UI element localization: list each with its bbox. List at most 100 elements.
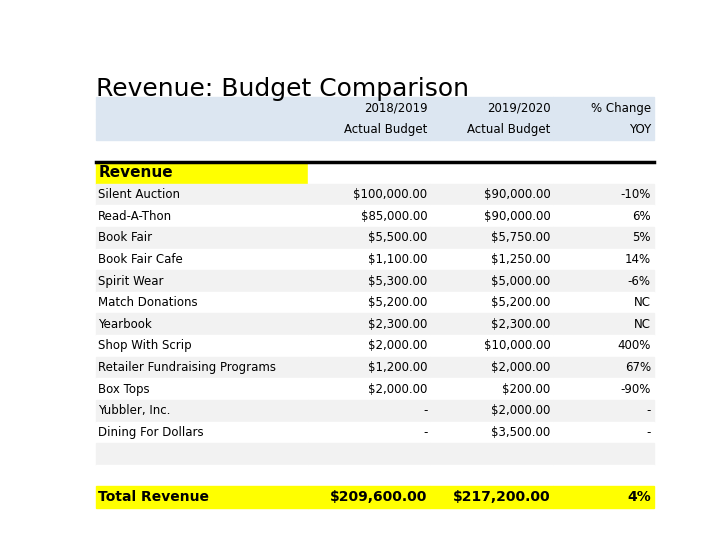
- Bar: [307, 184, 431, 205]
- Bar: [96, 465, 307, 487]
- Text: $209,600.00: $209,600.00: [330, 490, 428, 504]
- Text: $2,000.00: $2,000.00: [491, 404, 550, 417]
- Bar: [96, 97, 307, 119]
- Text: $2,000.00: $2,000.00: [368, 383, 428, 396]
- Text: $5,200.00: $5,200.00: [491, 296, 550, 309]
- Bar: [553, 119, 654, 140]
- Text: $1,250.00: $1,250.00: [491, 253, 550, 266]
- Text: 14%: 14%: [625, 253, 651, 266]
- Bar: [431, 465, 553, 487]
- Bar: [553, 184, 654, 205]
- Bar: [553, 335, 654, 357]
- Text: -: -: [423, 426, 428, 439]
- Text: Yearbook: Yearbook: [99, 318, 152, 331]
- Text: Total Revenue: Total Revenue: [99, 490, 210, 504]
- Bar: [431, 270, 553, 292]
- Bar: [431, 357, 553, 379]
- Bar: [431, 184, 553, 205]
- Text: Dining For Dollars: Dining For Dollars: [99, 426, 204, 439]
- Text: $2,300.00: $2,300.00: [368, 318, 428, 331]
- Text: $2,300.00: $2,300.00: [491, 318, 550, 331]
- Bar: [96, 313, 307, 335]
- Text: NC: NC: [634, 318, 651, 331]
- Bar: [307, 400, 431, 422]
- Text: Box Tops: Box Tops: [99, 383, 150, 396]
- Text: $5,750.00: $5,750.00: [491, 231, 550, 244]
- Text: $5,200.00: $5,200.00: [368, 296, 428, 309]
- Bar: [96, 443, 307, 465]
- Bar: [553, 357, 654, 379]
- Text: $2,000.00: $2,000.00: [368, 339, 428, 353]
- Bar: [96, 184, 307, 205]
- Bar: [553, 205, 654, 227]
- Bar: [307, 357, 431, 379]
- Bar: [431, 443, 553, 465]
- Bar: [553, 292, 654, 313]
- Text: $90,000.00: $90,000.00: [484, 210, 550, 222]
- Text: Silent Auction: Silent Auction: [99, 188, 181, 201]
- Text: $5,000.00: $5,000.00: [491, 274, 550, 287]
- Text: 5%: 5%: [632, 231, 651, 244]
- Bar: [307, 443, 431, 465]
- Bar: [431, 97, 553, 119]
- Bar: [431, 422, 553, 443]
- Bar: [431, 205, 553, 227]
- Bar: [307, 248, 431, 270]
- Bar: [553, 270, 654, 292]
- Text: Read-A-Thon: Read-A-Thon: [99, 210, 173, 222]
- Bar: [96, 205, 307, 227]
- Text: Retailer Fundraising Programs: Retailer Fundraising Programs: [99, 361, 276, 374]
- Text: $85,000.00: $85,000.00: [361, 210, 428, 222]
- Text: 4%: 4%: [627, 490, 651, 504]
- Bar: [96, 335, 307, 357]
- Bar: [553, 227, 654, 248]
- Text: Match Donations: Match Donations: [99, 296, 198, 309]
- Text: -: -: [423, 404, 428, 417]
- Text: 67%: 67%: [625, 361, 651, 374]
- Bar: [307, 162, 431, 184]
- Text: % Change: % Change: [590, 102, 651, 114]
- Bar: [431, 313, 553, 335]
- Bar: [431, 487, 553, 508]
- Bar: [431, 335, 553, 357]
- Text: -6%: -6%: [628, 274, 651, 287]
- Bar: [307, 335, 431, 357]
- Bar: [553, 465, 654, 487]
- Bar: [96, 422, 307, 443]
- Bar: [553, 443, 654, 465]
- Text: $3,500.00: $3,500.00: [491, 426, 550, 439]
- Text: Actual Budget: Actual Budget: [344, 123, 428, 136]
- Bar: [553, 400, 654, 422]
- Bar: [307, 119, 431, 140]
- Bar: [96, 227, 307, 248]
- Bar: [431, 379, 553, 400]
- Bar: [431, 248, 553, 270]
- Text: YOY: YOY: [629, 123, 651, 136]
- Text: 400%: 400%: [618, 339, 651, 353]
- Bar: [431, 119, 553, 140]
- Bar: [307, 292, 431, 313]
- Bar: [96, 162, 307, 184]
- Text: 2018/2019: 2018/2019: [364, 102, 428, 114]
- Bar: [307, 313, 431, 335]
- Text: Book Fair Cafe: Book Fair Cafe: [99, 253, 183, 266]
- Text: $100,000.00: $100,000.00: [354, 188, 428, 201]
- Text: 2019/2020: 2019/2020: [487, 102, 550, 114]
- Text: $200.00: $200.00: [502, 383, 550, 396]
- Bar: [553, 422, 654, 443]
- Text: Book Fair: Book Fair: [99, 231, 153, 244]
- Bar: [553, 313, 654, 335]
- Text: Revenue: Budget Comparison: Revenue: Budget Comparison: [96, 77, 469, 102]
- Bar: [307, 422, 431, 443]
- Bar: [307, 205, 431, 227]
- Text: $217,200.00: $217,200.00: [453, 490, 550, 504]
- Text: -90%: -90%: [621, 383, 651, 396]
- Bar: [431, 227, 553, 248]
- Bar: [96, 248, 307, 270]
- Bar: [96, 292, 307, 313]
- Bar: [553, 248, 654, 270]
- Bar: [307, 487, 431, 508]
- Text: Actual Budget: Actual Budget: [467, 123, 550, 136]
- Bar: [307, 97, 431, 119]
- Bar: [307, 270, 431, 292]
